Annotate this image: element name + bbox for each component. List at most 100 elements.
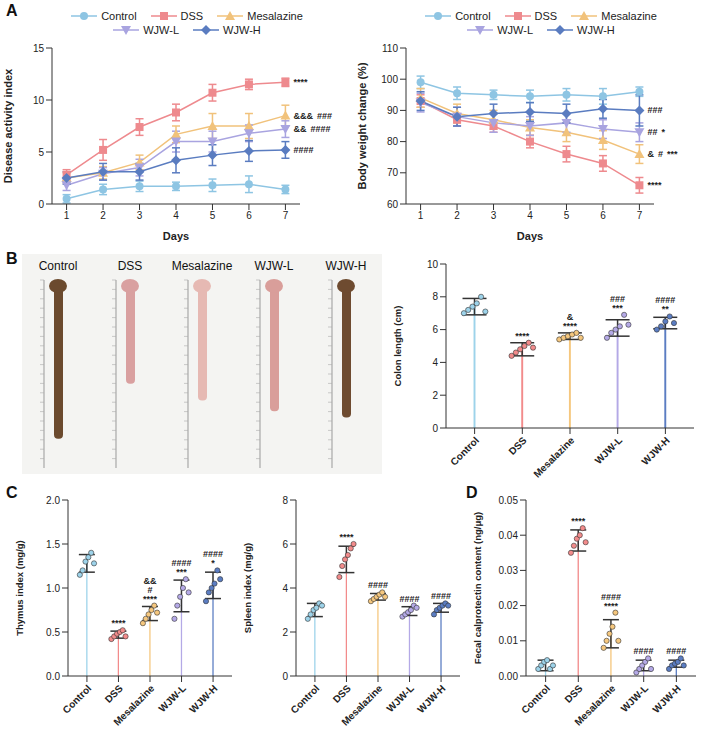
svg-text:&#***: &#*** bbox=[647, 149, 678, 159]
svg-text:Mesalazine: Mesalazine bbox=[531, 434, 576, 479]
svg-text:8: 8 bbox=[282, 495, 288, 506]
svg-text:8: 8 bbox=[432, 291, 438, 302]
svg-text:0.02: 0.02 bbox=[499, 600, 519, 611]
svg-text:Thymus index (mg/g): Thymus index (mg/g) bbox=[14, 540, 25, 636]
svg-text:70: 70 bbox=[387, 167, 399, 178]
svg-text:DSS: DSS bbox=[118, 259, 143, 273]
svg-text:1.0: 1.0 bbox=[46, 583, 60, 594]
svg-text:####: #### bbox=[399, 594, 419, 604]
svg-text:WJW-H: WJW-H bbox=[639, 435, 671, 467]
svg-text:7: 7 bbox=[283, 210, 289, 221]
svg-text:1: 1 bbox=[418, 210, 424, 221]
svg-text:WJW-L: WJW-L bbox=[593, 435, 625, 467]
svg-text:WJW-L: WJW-L bbox=[156, 683, 188, 715]
svg-text:WJW-L: WJW-L bbox=[254, 259, 293, 273]
svg-text:****: **** bbox=[293, 77, 308, 87]
svg-text:Days: Days bbox=[163, 230, 189, 242]
svg-text:3: 3 bbox=[491, 210, 497, 221]
svg-text:WJW-H: WJW-H bbox=[650, 683, 682, 715]
svg-text:####: #### bbox=[666, 646, 686, 656]
svg-text:0.04: 0.04 bbox=[499, 530, 519, 541]
svg-text:Control: Control bbox=[519, 682, 552, 715]
svg-text:WJW-H: WJW-H bbox=[325, 259, 366, 273]
svg-text:90: 90 bbox=[387, 105, 399, 116]
svg-text:****: **** bbox=[571, 516, 586, 526]
svg-text:6: 6 bbox=[600, 210, 606, 221]
svg-text:###: ### bbox=[647, 105, 662, 115]
svg-text:60: 60 bbox=[387, 199, 399, 210]
svg-text:80: 80 bbox=[387, 136, 399, 147]
svg-text:Mesalazine: Mesalazine bbox=[111, 682, 156, 727]
svg-text:1: 1 bbox=[64, 210, 70, 221]
svg-text:Disease activity index: Disease activity index bbox=[2, 68, 14, 183]
svg-text:DSS: DSS bbox=[103, 682, 126, 705]
svg-text:****: **** bbox=[143, 594, 158, 604]
svg-text:***: *** bbox=[612, 303, 623, 313]
svg-text:4: 4 bbox=[173, 210, 179, 221]
svg-text:****: **** bbox=[604, 601, 619, 611]
svg-text:####: #### bbox=[293, 145, 313, 155]
svg-text:****: **** bbox=[563, 321, 578, 331]
svg-text:2: 2 bbox=[432, 390, 438, 401]
svg-text:0.03: 0.03 bbox=[499, 565, 519, 576]
svg-text:4: 4 bbox=[527, 210, 533, 221]
svg-text:6: 6 bbox=[282, 539, 288, 550]
svg-text:Days: Days bbox=[517, 230, 543, 242]
svg-text:5: 5 bbox=[210, 210, 216, 221]
svg-text:3: 3 bbox=[137, 210, 143, 221]
svg-text:&&&###: &&&### bbox=[293, 111, 332, 121]
svg-text:2.0: 2.0 bbox=[46, 495, 60, 506]
svg-text:####: #### bbox=[634, 646, 654, 656]
svg-text:WJW-L: WJW-L bbox=[384, 683, 416, 715]
svg-text:****: **** bbox=[339, 532, 354, 542]
svg-text:WJW-L: WJW-L bbox=[619, 683, 651, 715]
svg-text:10: 10 bbox=[427, 259, 439, 270]
svg-text:DSS: DSS bbox=[506, 434, 529, 457]
svg-text:Control: Control bbox=[39, 259, 78, 273]
svg-text:Mesalazine: Mesalazine bbox=[572, 682, 617, 727]
svg-text:0.0: 0.0 bbox=[46, 671, 60, 682]
svg-text:0.05: 0.05 bbox=[499, 495, 519, 506]
svg-text:Colon length (cm): Colon length (cm) bbox=[392, 306, 403, 387]
svg-text:5: 5 bbox=[564, 210, 570, 221]
svg-text:4: 4 bbox=[432, 357, 438, 368]
svg-text:####: #### bbox=[368, 580, 388, 590]
svg-text:****: **** bbox=[515, 331, 530, 341]
svg-text:****: **** bbox=[111, 618, 126, 628]
svg-text:Fecal calprotectin content (ng: Fecal calprotectin content (ng/μg) bbox=[472, 512, 483, 665]
svg-text:0: 0 bbox=[432, 423, 438, 434]
svg-text:15: 15 bbox=[33, 43, 45, 54]
svg-text:WJW-H: WJW-H bbox=[187, 683, 219, 715]
svg-text:0.00: 0.00 bbox=[499, 671, 519, 682]
svg-text:110: 110 bbox=[382, 43, 398, 54]
svg-text:Control: Control bbox=[448, 434, 481, 467]
svg-text:2: 2 bbox=[454, 210, 460, 221]
svg-text:Body weight change (%): Body weight change (%) bbox=[356, 62, 368, 189]
svg-text:0: 0 bbox=[38, 199, 44, 210]
svg-text:6: 6 bbox=[246, 210, 252, 221]
svg-text:####: #### bbox=[431, 591, 451, 601]
svg-text:DSS: DSS bbox=[331, 682, 354, 705]
svg-text:Control: Control bbox=[60, 682, 93, 715]
svg-text:&&####: &&#### bbox=[293, 124, 330, 134]
svg-text:0.5: 0.5 bbox=[46, 627, 60, 638]
svg-text:##*: ##* bbox=[647, 127, 665, 137]
svg-text:WJW-H: WJW-H bbox=[415, 683, 447, 715]
svg-text:1.5: 1.5 bbox=[46, 539, 60, 550]
svg-text:2: 2 bbox=[282, 627, 288, 638]
svg-text:0.01: 0.01 bbox=[499, 635, 519, 646]
svg-text:7: 7 bbox=[637, 210, 643, 221]
svg-text:2: 2 bbox=[100, 210, 106, 221]
svg-text:10: 10 bbox=[33, 95, 45, 106]
svg-text:Mesalazine: Mesalazine bbox=[172, 259, 233, 273]
svg-text:*: * bbox=[211, 558, 215, 568]
svg-text:Spleen index (mg/g): Spleen index (mg/g) bbox=[242, 543, 253, 633]
svg-text:Control: Control bbox=[288, 682, 321, 715]
svg-text:0: 0 bbox=[282, 671, 288, 682]
svg-text:DSS: DSS bbox=[562, 682, 585, 705]
svg-text:***: *** bbox=[176, 567, 187, 577]
svg-text:Mesalazine: Mesalazine bbox=[339, 682, 384, 727]
svg-text:100: 100 bbox=[381, 74, 398, 85]
svg-text:4: 4 bbox=[282, 583, 288, 594]
svg-text:5: 5 bbox=[38, 147, 44, 158]
